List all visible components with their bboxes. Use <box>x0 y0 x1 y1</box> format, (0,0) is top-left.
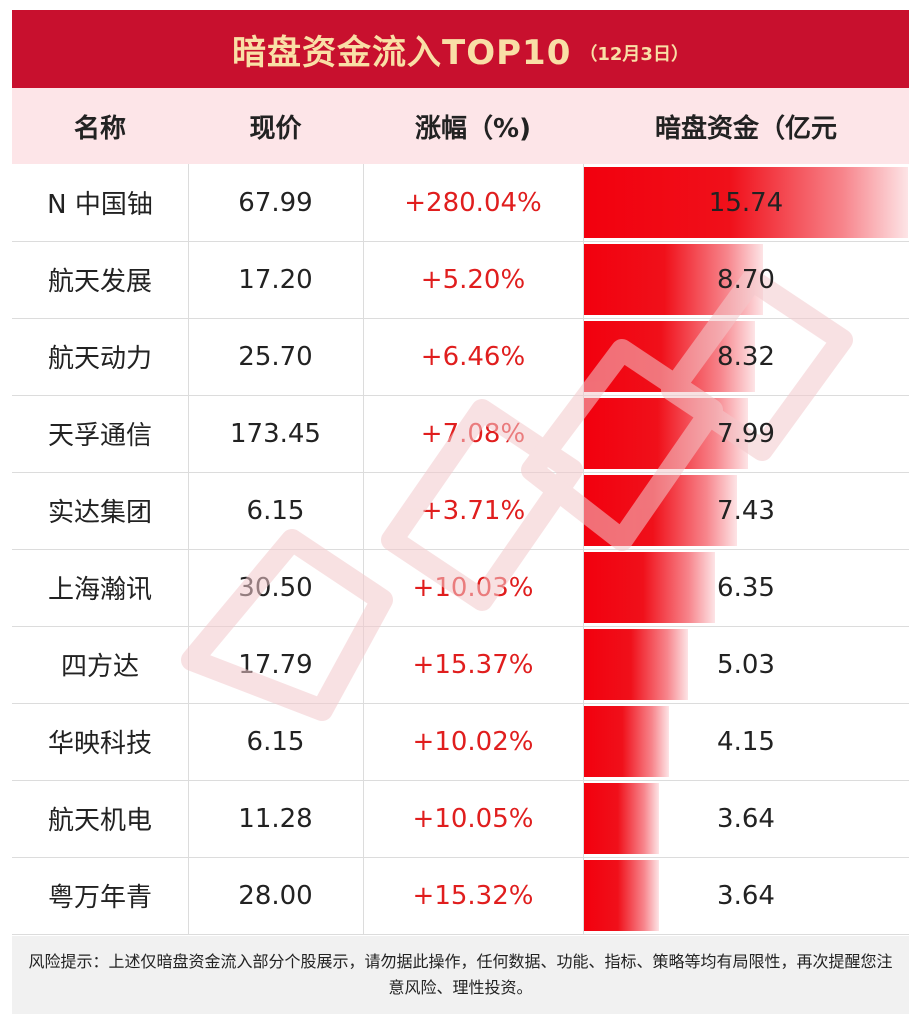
stock-change: +5.20% <box>420 264 526 295</box>
stock-name: 粤万年青 <box>47 883 152 913</box>
stock-price: 11.28 <box>238 803 313 834</box>
fund-bar <box>584 860 659 931</box>
table-row: 航天发展 17.20 +5.20% 8.70 <box>12 241 909 319</box>
fund-bar <box>584 783 659 854</box>
title-bar: 暗盘资金流入TOP10 （12月3日） <box>12 10 909 88</box>
stock-change: +7.08% <box>420 418 526 449</box>
fund-value: 8.70 <box>717 264 775 295</box>
fund-value: 15.74 <box>708 187 784 218</box>
table-row: N 中国铀 67.99 +280.04% 15.74 <box>12 164 909 242</box>
stock-price: 28.00 <box>238 880 313 911</box>
table-row: 天孚通信 173.45 +7.08% 7.99 <box>12 395 909 473</box>
stock-name: 航天动力 <box>47 344 152 374</box>
stock-change: +15.32% <box>412 880 534 911</box>
fund-value: 8.32 <box>717 341 775 372</box>
stock-price: 17.20 <box>238 264 313 295</box>
stock-price: 17.79 <box>238 649 313 680</box>
fund-value: 3.64 <box>717 803 775 834</box>
stock-price: 30.50 <box>238 572 313 603</box>
stock-change: +15.37% <box>412 649 534 680</box>
stock-name: 上海瀚讯 <box>47 575 152 605</box>
risk-disclaimer: 风险提示：上述仅暗盘资金流入部分个股展示，请勿据此操作，任何数据、功能、指标、策… <box>28 952 893 997</box>
stock-name: 实达集团 <box>47 498 152 528</box>
chart-card: 暗盘资金流入TOP10 （12月3日） 名称 现价 涨幅（%) 暗盘资金（亿元 … <box>12 10 909 1014</box>
stock-change: +280.04% <box>404 187 542 218</box>
header-change: 涨幅（%) <box>415 113 531 144</box>
fund-bar <box>584 552 715 623</box>
stock-change: +10.03% <box>412 572 534 603</box>
chart-date: （12月3日） <box>579 44 689 65</box>
stock-change: +3.71% <box>420 495 526 526</box>
fund-value: 3.64 <box>717 880 775 911</box>
table-row: 四方达 17.79 +15.37% 5.03 <box>12 626 909 704</box>
header-name: 名称 <box>73 113 126 144</box>
table-header: 名称 现价 涨幅（%) 暗盘资金（亿元 <box>12 88 909 164</box>
table-row: 上海瀚讯 30.50 +10.03% 6.35 <box>12 549 909 627</box>
stock-change: +10.02% <box>412 726 534 757</box>
stock-change: +10.05% <box>412 803 534 834</box>
stock-name: 航天机电 <box>47 806 152 836</box>
fund-bar <box>584 167 908 238</box>
stock-name: 四方达 <box>60 652 139 682</box>
stock-price: 25.70 <box>238 341 313 372</box>
fund-value: 5.03 <box>717 649 775 680</box>
stock-price: 6.15 <box>246 495 305 526</box>
fund-value: 7.43 <box>717 495 775 526</box>
fund-bar <box>584 706 669 777</box>
stock-price: 67.99 <box>238 187 313 218</box>
fund-value: 6.35 <box>717 572 775 603</box>
stock-name: 航天发展 <box>47 267 152 297</box>
table-row: 实达集团 6.15 +3.71% 7.43 <box>12 472 909 550</box>
stock-name: N 中国铀 <box>47 190 153 220</box>
stock-name: 华映科技 <box>47 729 152 759</box>
fund-bar <box>584 629 688 700</box>
table-body: N 中国铀 67.99 +280.04% 15.74 航天发展 17.20 +5.20% 8.… <box>12 164 909 935</box>
header-price: 现价 <box>249 113 302 144</box>
table-row: 华映科技 6.15 +10.02% 4.15 <box>12 703 909 781</box>
stock-change: +6.46% <box>420 341 526 372</box>
stock-price: 173.45 <box>230 418 321 449</box>
stock-name: 天孚通信 <box>47 421 152 451</box>
table-row: 航天机电 11.28 +10.05% 3.64 <box>12 780 909 858</box>
header-fund: 暗盘资金（亿元 <box>654 113 837 144</box>
fund-value: 4.15 <box>717 726 775 757</box>
table-row: 粤万年青 28.00 +15.32% 3.64 <box>12 857 909 935</box>
stock-price: 6.15 <box>246 726 305 757</box>
chart-title: 暗盘资金流入TOP10 <box>232 32 572 73</box>
table-row: 航天动力 25.70 +6.46% 8.32 <box>12 318 909 396</box>
fund-value: 7.99 <box>717 418 775 449</box>
footer: 风险提示：上述仅暗盘资金流入部分个股展示，请勿据此操作，任何数据、功能、指标、策… <box>12 936 909 1014</box>
